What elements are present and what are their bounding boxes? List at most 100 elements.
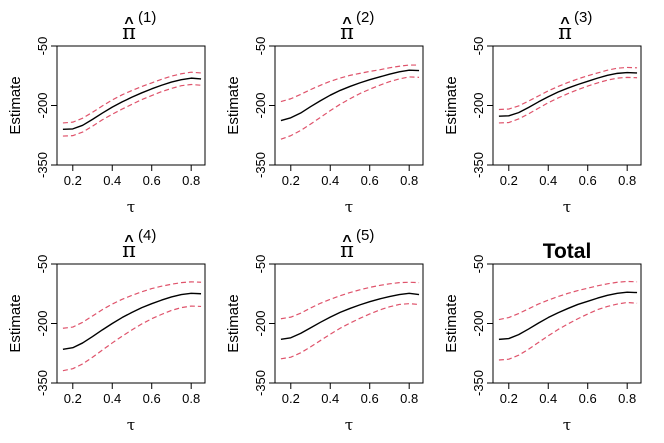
hat-accent: ^	[560, 15, 569, 32]
y-axis-label: Estimate	[443, 76, 460, 134]
estimate-line	[280, 292, 420, 341]
y-axis: -50 -200 -350	[471, 37, 493, 178]
x-tick-label: 0.4	[103, 391, 121, 406]
y-tick-label: -200	[471, 310, 486, 336]
x-axis: 0.2 0.4 0.6 0.8	[282, 164, 418, 188]
y-axis-label: Estimate	[225, 76, 242, 134]
y-tick-label: -350	[253, 370, 268, 396]
panel-5: 0.2 0.4 0.6 0.8 -50 -200 -350 τ Estimate ^π(5)	[225, 227, 424, 434]
y-tick-label: -50	[253, 255, 268, 274]
confidence-lower-line	[498, 301, 638, 361]
x-axis-label: τ	[563, 416, 571, 434]
x-tick-label: 0.8	[618, 173, 636, 188]
confidence-lower-line	[62, 305, 202, 372]
panel-title-text: Total	[543, 240, 592, 263]
y-tick-label: -200	[253, 310, 268, 336]
x-axis-label: τ	[127, 198, 135, 216]
y-axis: -50 -200 -350	[253, 255, 275, 396]
pi-symbol: π	[340, 238, 354, 262]
panel-6: 0.2 0.4 0.6 0.8 -50 -200 -350 τ Estimate Total	[443, 240, 642, 434]
x-tick-label: 0.8	[618, 391, 636, 406]
y-tick-label: -50	[253, 37, 268, 56]
panel-title: ^π(2)	[340, 9, 374, 44]
x-tick-label: 0.6	[361, 391, 379, 406]
hat-accent: ^	[342, 15, 351, 32]
x-tick-label: 0.4	[539, 173, 557, 188]
y-axis: -50 -200 -350	[471, 255, 493, 396]
confidence-lower-line	[280, 76, 420, 140]
confidence-lower-line	[280, 303, 420, 360]
y-tick-label: -200	[35, 310, 50, 336]
x-tick-label: 0.6	[143, 391, 161, 406]
series-group	[280, 64, 420, 140]
x-axis: 0.2 0.4 0.6 0.8	[64, 382, 200, 406]
x-axis-label: τ	[345, 416, 353, 434]
plot-frame	[274, 263, 424, 384]
confidence-upper-line	[280, 281, 420, 320]
x-tick-label: 0.6	[143, 173, 161, 188]
x-tick-label: 0.4	[103, 173, 121, 188]
series-group	[62, 281, 202, 372]
hat-accent: ^	[124, 15, 133, 32]
x-axis: 0.2 0.4 0.6 0.8	[64, 164, 200, 188]
x-tick-label: 0.2	[64, 391, 82, 406]
panel-3: 0.2 0.4 0.6 0.8 -50 -200 -350 τ Estimate ^π(3)	[443, 9, 642, 216]
title-superscript: (3)	[574, 9, 592, 26]
confidence-upper-line	[498, 280, 638, 321]
panel-1: 0.2 0.4 0.6 0.8 -50 -200 -350 τ Estimate ^π(1)	[7, 9, 206, 216]
series-group	[498, 66, 638, 124]
y-axis: -50 -200 -350	[35, 37, 57, 178]
y-tick-label: -200	[35, 92, 50, 118]
hat-accent: ^	[124, 233, 133, 250]
y-tick-label: -50	[35, 37, 50, 56]
y-tick-label: -200	[471, 92, 486, 118]
x-axis-label: τ	[563, 198, 571, 216]
hat-accent: ^	[342, 233, 351, 250]
estimate-line	[62, 77, 202, 130]
panel-4: 0.2 0.4 0.6 0.8 -50 -200 -350 τ Estimate ^π(4)	[7, 227, 206, 434]
plot-frame	[492, 263, 642, 384]
title-superscript: (4)	[138, 227, 156, 244]
y-axis-label: Estimate	[225, 294, 242, 352]
x-axis: 0.2 0.4 0.6 0.8	[500, 382, 636, 406]
panel-title: ^π(4)	[122, 227, 156, 262]
title-superscript: (5)	[356, 227, 374, 244]
confidence-upper-line	[280, 64, 420, 103]
x-tick-label: 0.2	[282, 173, 300, 188]
x-tick-label: 0.6	[579, 173, 597, 188]
pi-symbol: π	[340, 20, 354, 44]
x-tick-label: 0.8	[400, 173, 418, 188]
x-tick-label: 0.8	[182, 391, 200, 406]
estimate-line	[62, 292, 202, 350]
pi-symbol: π	[122, 238, 136, 262]
panel-title: Total	[543, 240, 592, 263]
x-tick-label: 0.4	[321, 391, 339, 406]
y-axis-label: Estimate	[443, 294, 460, 352]
confidence-upper-line	[498, 66, 638, 111]
panel-title: ^π(3)	[558, 9, 592, 44]
y-tick-label: -350	[471, 370, 486, 396]
x-tick-label: 0.6	[579, 391, 597, 406]
panel-2: 0.2 0.4 0.6 0.8 -50 -200 -350 τ Estimate ^π(2)	[225, 9, 424, 216]
confidence-lower-line	[498, 76, 638, 124]
x-tick-label: 0.2	[64, 173, 82, 188]
series-group	[62, 71, 202, 137]
y-tick-label: -350	[471, 152, 486, 178]
y-tick-label: -50	[471, 37, 486, 56]
x-tick-label: 0.8	[400, 391, 418, 406]
y-axis-label: Estimate	[7, 294, 24, 352]
pi-symbol: π	[122, 20, 136, 44]
panel-title: ^π(1)	[122, 9, 156, 44]
confidence-lower-line	[62, 83, 202, 137]
x-tick-label: 0.8	[182, 173, 200, 188]
series-group	[498, 280, 638, 361]
y-axis: -50 -200 -350	[35, 255, 57, 396]
x-axis-label: τ	[127, 416, 135, 434]
title-superscript: (1)	[138, 9, 156, 26]
x-tick-label: 0.2	[282, 391, 300, 406]
confidence-upper-line	[62, 281, 202, 329]
plot-frame	[492, 45, 642, 166]
y-axis: -50 -200 -350	[253, 37, 275, 178]
x-axis: 0.2 0.4 0.6 0.8	[500, 164, 636, 188]
